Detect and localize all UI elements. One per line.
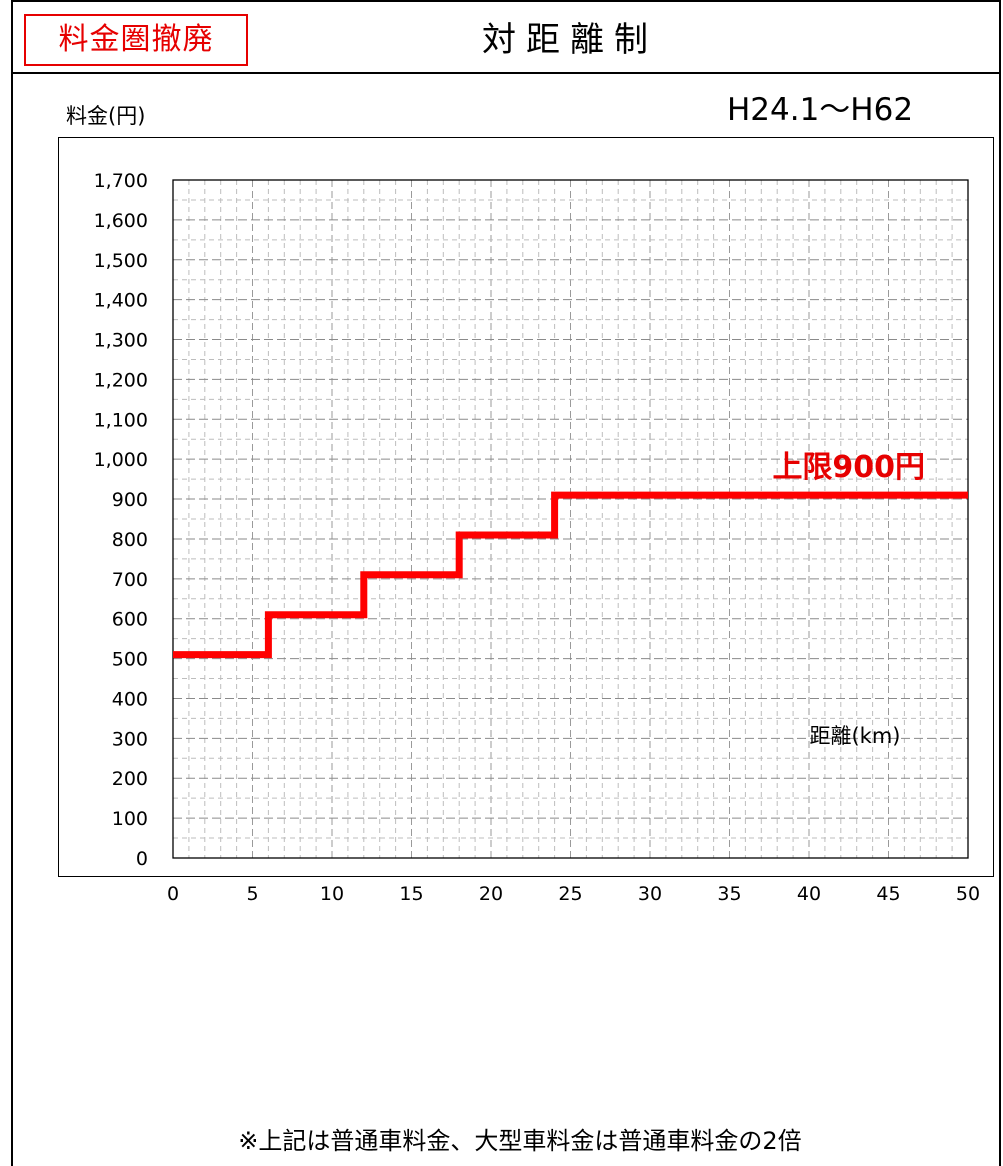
y-tick-label: 1,600 (94, 210, 148, 232)
x-tick-label: 5 (246, 883, 258, 905)
y-tick-label: 1,200 (94, 369, 148, 391)
tick-labels: 01002003004005006007008009001,0001,1001,… (94, 170, 981, 905)
y-tick-label: 1,400 (94, 290, 148, 312)
x-tick-label: 10 (320, 883, 344, 905)
y-tick-label: 100 (112, 808, 148, 830)
axis-frame (172, 179, 969, 859)
page-title: 対距離制 (482, 20, 658, 60)
footnote: ※上記は普通車料金、大型車料金は普通車料金の2倍 (238, 1127, 802, 1155)
y-tick-label: 1,700 (94, 170, 148, 192)
x-tick-label: 30 (638, 883, 662, 905)
y-tick-label: 600 (112, 609, 148, 631)
x-tick-label: 40 (797, 883, 821, 905)
y-tick-label: 1,300 (94, 330, 148, 352)
x-tick-label: 20 (479, 883, 503, 905)
x-tick-label: 45 (876, 883, 900, 905)
y-tick-label: 1,500 (94, 250, 148, 272)
y-tick-label: 800 (112, 529, 148, 551)
y-tick-label: 700 (112, 569, 148, 591)
annotations: 上限900円 (772, 450, 925, 485)
plot-area-border (172, 179, 969, 859)
x-tick-label: 50 (956, 883, 980, 905)
abolition-badge: 料金圏撤廃 (24, 14, 248, 66)
period-label: H24.1～H62 (726, 92, 914, 128)
x-tick-label: 35 (717, 883, 741, 905)
x-tick-label: 15 (399, 883, 423, 905)
y-tick-label: 500 (112, 649, 148, 671)
header-divider (11, 72, 1001, 74)
y-tick-label: 200 (112, 768, 148, 790)
y-tick-label: 900 (112, 489, 148, 511)
x-axis-label: 距離(km) (809, 724, 901, 748)
series-layer (173, 491, 968, 659)
y-tick-label: 1,000 (94, 449, 148, 471)
upper-limit-annotation: 上限900円 (772, 450, 925, 485)
chart-frame (11, 0, 1001, 1166)
y-tick-label: 0 (136, 848, 148, 870)
x-tick-label: 25 (558, 883, 582, 905)
y-axis-label: 料金(円) (66, 104, 146, 128)
y-tick-label: 400 (112, 688, 148, 710)
y-tick-label: 1,100 (94, 409, 148, 431)
toll-step-line (173, 491, 968, 659)
plot-box (58, 137, 994, 877)
x-tick-label: 0 (167, 883, 179, 905)
grid-lines (173, 180, 968, 858)
y-tick-label: 300 (112, 728, 148, 750)
